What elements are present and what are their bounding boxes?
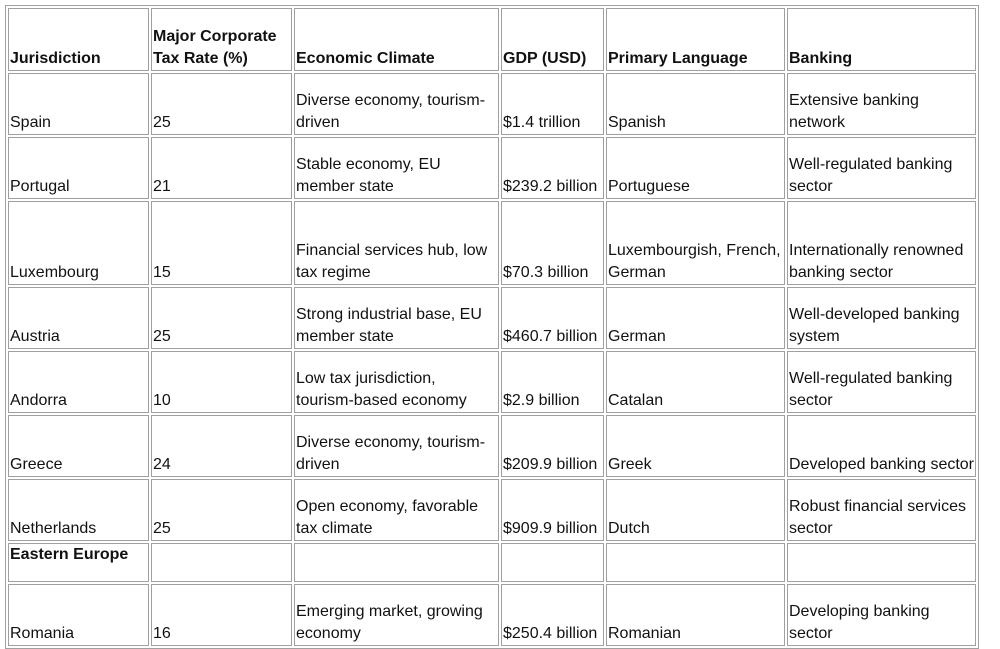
cell-banking: Well-regulated banking sector bbox=[787, 351, 976, 413]
table-row: Andorra 10 Low tax jurisdiction, tourism… bbox=[8, 351, 976, 413]
empty-cell bbox=[501, 543, 604, 582]
cell-banking: Well-developed banking system bbox=[787, 287, 976, 349]
empty-cell bbox=[787, 543, 976, 582]
header-economic-climate: Economic Climate bbox=[294, 8, 499, 71]
cell-economic-climate: Diverse economy, tourism-driven bbox=[294, 415, 499, 477]
cell-economic-climate: Emerging market, growing economy bbox=[294, 584, 499, 646]
cell-primary-language: Spanish bbox=[606, 73, 785, 135]
cell-primary-language: German bbox=[606, 287, 785, 349]
empty-cell bbox=[151, 543, 292, 582]
cell-primary-language: Greek bbox=[606, 415, 785, 477]
cell-economic-climate: Open economy, favorable tax climate bbox=[294, 479, 499, 541]
table-row: Romania 16 Emerging market, growing econ… bbox=[8, 584, 976, 646]
cell-tax-rate: 25 bbox=[151, 73, 292, 135]
cell-economic-climate: Stable economy, EU member state bbox=[294, 137, 499, 199]
cell-gdp: $2.9 billion bbox=[501, 351, 604, 413]
cell-tax-rate: 25 bbox=[151, 287, 292, 349]
cell-banking: Robust financial services sector bbox=[787, 479, 976, 541]
table-row: Spain 25 Diverse economy, tourism-driven… bbox=[8, 73, 976, 135]
cell-gdp: $250.4 billion bbox=[501, 584, 604, 646]
cell-tax-rate: 25 bbox=[151, 479, 292, 541]
cell-jurisdiction: Netherlands bbox=[8, 479, 149, 541]
cell-economic-climate: Financial services hub, low tax regime bbox=[294, 201, 499, 285]
cell-primary-language: Catalan bbox=[606, 351, 785, 413]
header-banking: Banking bbox=[787, 8, 976, 71]
cell-tax-rate: 24 bbox=[151, 415, 292, 477]
empty-cell bbox=[294, 543, 499, 582]
cell-economic-climate: Diverse economy, tourism-driven bbox=[294, 73, 499, 135]
cell-tax-rate: 21 bbox=[151, 137, 292, 199]
cell-gdp: $209.9 billion bbox=[501, 415, 604, 477]
cell-tax-rate: 15 bbox=[151, 201, 292, 285]
cell-gdp: $1.4 trillion bbox=[501, 73, 604, 135]
table-row: Portugal 21 Stable economy, EU member st… bbox=[8, 137, 976, 199]
cell-gdp: $70.3 billion bbox=[501, 201, 604, 285]
header-primary-language: Primary Language bbox=[606, 8, 785, 71]
cell-primary-language: Dutch bbox=[606, 479, 785, 541]
cell-jurisdiction: Portugal bbox=[8, 137, 149, 199]
cell-banking: Developing banking sector bbox=[787, 584, 976, 646]
cell-gdp: $460.7 billion bbox=[501, 287, 604, 349]
cell-tax-rate: 10 bbox=[151, 351, 292, 413]
section-header-row: Eastern Europe bbox=[8, 543, 976, 582]
cell-gdp: $909.9 billion bbox=[501, 479, 604, 541]
table-header-row: Jurisdiction Major Corporate Tax Rate (%… bbox=[8, 8, 976, 71]
cell-banking: Internationally renowned banking sector bbox=[787, 201, 976, 285]
cell-banking: Well-regulated banking sector bbox=[787, 137, 976, 199]
cell-gdp: $239.2 billion bbox=[501, 137, 604, 199]
cell-jurisdiction: Luxembourg bbox=[8, 201, 149, 285]
cell-jurisdiction: Romania bbox=[8, 584, 149, 646]
cell-jurisdiction: Andorra bbox=[8, 351, 149, 413]
table-row: Luxembourg 15 Financial services hub, lo… bbox=[8, 201, 976, 285]
table-row: Netherlands 25 Open economy, favorable t… bbox=[8, 479, 976, 541]
header-jurisdiction: Jurisdiction bbox=[8, 8, 149, 71]
cell-primary-language: Portuguese bbox=[606, 137, 785, 199]
cell-jurisdiction: Austria bbox=[8, 287, 149, 349]
table-row: Greece 24 Diverse economy, tourism-drive… bbox=[8, 415, 976, 477]
cell-banking: Extensive banking network bbox=[787, 73, 976, 135]
cell-primary-language: Romanian bbox=[606, 584, 785, 646]
jurisdiction-table: Jurisdiction Major Corporate Tax Rate (%… bbox=[5, 5, 979, 649]
empty-cell bbox=[606, 543, 785, 582]
header-gdp: GDP (USD) bbox=[501, 8, 604, 71]
cell-primary-language: Luxembourgish, French, German bbox=[606, 201, 785, 285]
cell-banking: Developed banking sector bbox=[787, 415, 976, 477]
section-label: Eastern Europe bbox=[8, 543, 149, 582]
cell-tax-rate: 16 bbox=[151, 584, 292, 646]
cell-economic-climate: Strong industrial base, EU member state bbox=[294, 287, 499, 349]
cell-jurisdiction: Greece bbox=[8, 415, 149, 477]
cell-jurisdiction: Spain bbox=[8, 73, 149, 135]
cell-economic-climate: Low tax jurisdiction, tourism-based econ… bbox=[294, 351, 499, 413]
header-tax-rate: Major Corporate Tax Rate (%) bbox=[151, 8, 292, 71]
table-row: Austria 25 Strong industrial base, EU me… bbox=[8, 287, 976, 349]
